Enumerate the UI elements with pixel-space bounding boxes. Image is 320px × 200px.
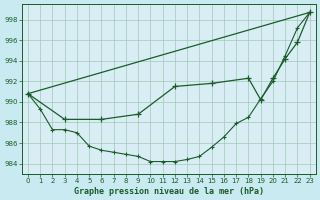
X-axis label: Graphe pression niveau de la mer (hPa): Graphe pression niveau de la mer (hPa) <box>74 187 264 196</box>
